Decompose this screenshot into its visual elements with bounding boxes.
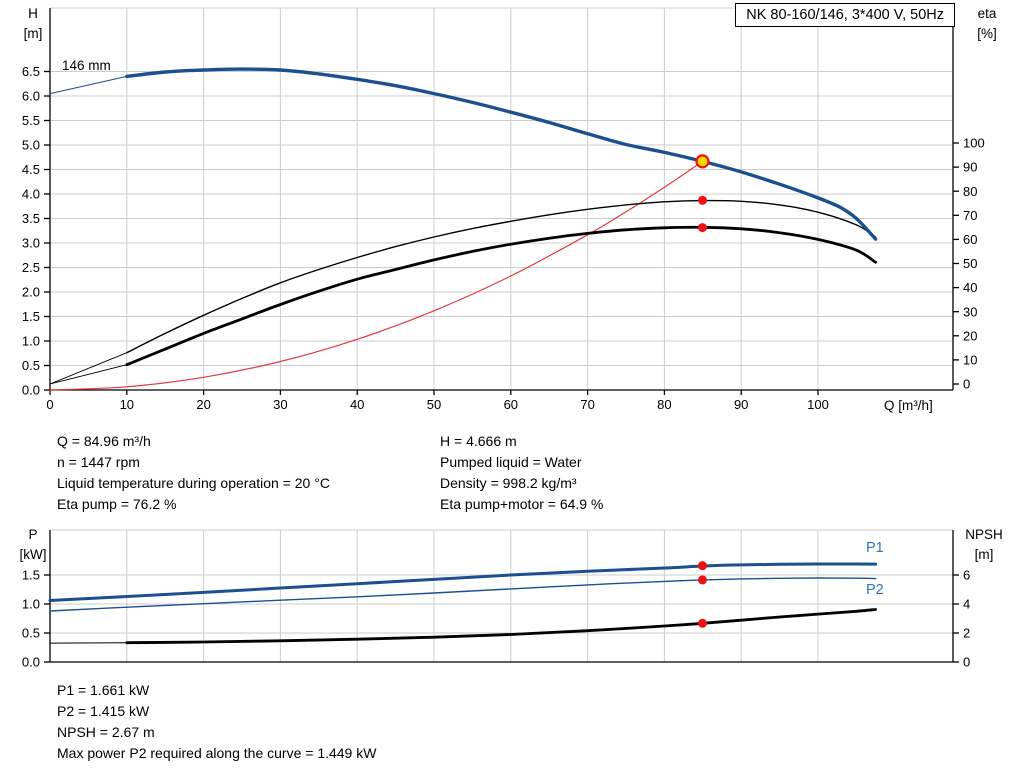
left-axis-tick-label: 6.5 (22, 64, 40, 79)
series-h-curve-tail (49, 75, 128, 95)
q-axis-label: Q [m³/h] (884, 398, 933, 413)
right-axis-tick-label: 50 (963, 256, 977, 271)
x-axis-tick-label: 60 (504, 397, 518, 412)
series-eta-pump (126, 199, 877, 354)
info-density: Density = 998.2 kg/m³ (440, 475, 577, 491)
x-axis-tick-label: 20 (196, 397, 210, 412)
left-axis-tick-label: 1.5 (22, 568, 40, 583)
npsh-point-marker (697, 618, 707, 628)
left-axis-tick-label: 4.5 (22, 162, 40, 177)
right-axis-tick-label: 0 (963, 377, 970, 392)
p1-curve-label: P1 (866, 540, 884, 556)
series-p1 (48, 562, 878, 602)
eta-pump-motor-point-marker (697, 223, 707, 233)
left-axis-tick-label: 0.0 (22, 655, 40, 670)
x-axis-tick-label: 50 (427, 397, 441, 412)
series-p2 (49, 577, 877, 612)
left-axis-tick-label: 3.0 (22, 236, 40, 251)
left-axis-tick-label: 2.0 (22, 285, 40, 300)
impeller-size-label: 146 mm (62, 58, 111, 73)
left-axis-tick-label: 0.5 (22, 358, 40, 373)
series-eta-pump-motor (125, 225, 877, 367)
right-axis-tick-label: 70 (963, 208, 977, 223)
left-axis-tick-label: 5.0 (22, 138, 40, 153)
x-axis-tick-label: 70 (580, 397, 594, 412)
right-axis-tick-label: 100 (963, 136, 985, 151)
x-axis-tick-label: 10 (120, 397, 134, 412)
series-eta-pump-motor-tail (49, 364, 128, 385)
p-axis-title: P [kW] (12, 525, 54, 565)
duty-info-left-column: Q = 84.96 m³/h n = 1447 rpm Liquid tempe… (57, 431, 330, 515)
x-axis-tick-label: 40 (350, 397, 364, 412)
x-axis-tick-label: 80 (657, 397, 671, 412)
series-eta-pump-tail (49, 352, 128, 385)
info-p2: P2 = 1.415 kW (57, 703, 150, 719)
npsh-axis-title-unit: [m] (974, 547, 994, 562)
eta-axis-title: eta [%] (966, 4, 1008, 44)
right-axis-tick-label: 6 (963, 568, 970, 583)
info-eta-pump: Eta pump = 76.2 % (57, 496, 177, 512)
left-axis-tick-label: 0.0 (22, 383, 40, 398)
x-axis-tick-label: 100 (807, 397, 829, 412)
h-axis-title: H [m] (14, 4, 52, 44)
left-axis-tick-label: 1.0 (22, 597, 40, 612)
right-axis-tick-label: 30 (963, 304, 977, 319)
p-axis-title-symbol: P (28, 527, 38, 542)
p2-point-marker (697, 575, 707, 585)
eta-axis-title-unit: [%] (977, 26, 997, 41)
p2-curve-label: P2 (866, 582, 884, 598)
left-axis-tick-label: 4.0 (22, 187, 40, 202)
right-axis-tick-label: 40 (963, 280, 977, 295)
right-axis-tick-label: 4 (963, 597, 970, 612)
right-axis-tick-label: 2 (963, 626, 970, 641)
left-axis-tick-label: 5.5 (22, 113, 40, 128)
series-h-curve-146mm (125, 67, 878, 241)
p-axis-title-unit: [kW] (19, 547, 47, 562)
right-axis-tick-label: 10 (963, 352, 977, 367)
eta-pump-point-marker (697, 195, 707, 205)
h-axis-title-unit: [m] (23, 26, 43, 41)
info-max-power: Max power P2 required along the curve = … (57, 745, 377, 761)
info-npsh: NPSH = 2.67 m (57, 724, 155, 740)
left-axis-tick-label: 0.5 (22, 626, 40, 641)
info-head: H = 4.666 m (440, 433, 517, 449)
right-axis-tick-label: 60 (963, 232, 977, 247)
info-speed: n = 1447 rpm (57, 454, 140, 470)
left-axis-tick-label: 6.0 (22, 89, 40, 104)
npsh-axis-title: NPSH [m] (958, 525, 1010, 565)
right-axis-tick-label: 20 (963, 328, 977, 343)
info-flow: Q = 84.96 m³/h (57, 433, 151, 449)
info-p1: P1 = 1.661 kW (57, 682, 150, 698)
x-axis-tick-label: 0 (46, 397, 53, 412)
npsh-axis-title-symbol: NPSH (965, 527, 1003, 542)
left-axis-tick-label: 1.0 (22, 334, 40, 349)
duty-point-marker (695, 154, 710, 169)
eta-axis-title-symbol: eta (977, 6, 997, 21)
h-axis-title-symbol: H (28, 6, 38, 21)
pump-title-box: NK 80-160/146, 3*400 V, 50Hz (735, 3, 955, 27)
left-axis-tick-label: 1.5 (22, 309, 40, 324)
left-axis-tick-label: 3.5 (22, 211, 40, 226)
x-axis-tick-label: 90 (734, 397, 748, 412)
duty-info-right-column: H = 4.666 m Pumped liquid = Water Densit… (440, 431, 603, 515)
info-liquid-temperature: Liquid temperature during operation = 20… (57, 475, 330, 491)
info-pumped-liquid: Pumped liquid = Water (440, 454, 582, 470)
x-axis-tick-label: 30 (273, 397, 287, 412)
right-axis-tick-label: 0 (963, 655, 970, 670)
series-npsh (125, 608, 877, 645)
p1-point-marker (697, 561, 707, 571)
info-eta-pump-motor: Eta pump+motor = 64.9 % (440, 496, 604, 512)
right-axis-tick-label: 90 (963, 160, 977, 175)
right-axis-tick-label: 80 (963, 184, 977, 199)
left-axis-tick-label: 2.5 (22, 260, 40, 275)
series-system-curve (49, 160, 704, 391)
power-info-column: P1 = 1.661 kW P2 = 1.415 kW NPSH = 2.67 … (57, 680, 376, 764)
